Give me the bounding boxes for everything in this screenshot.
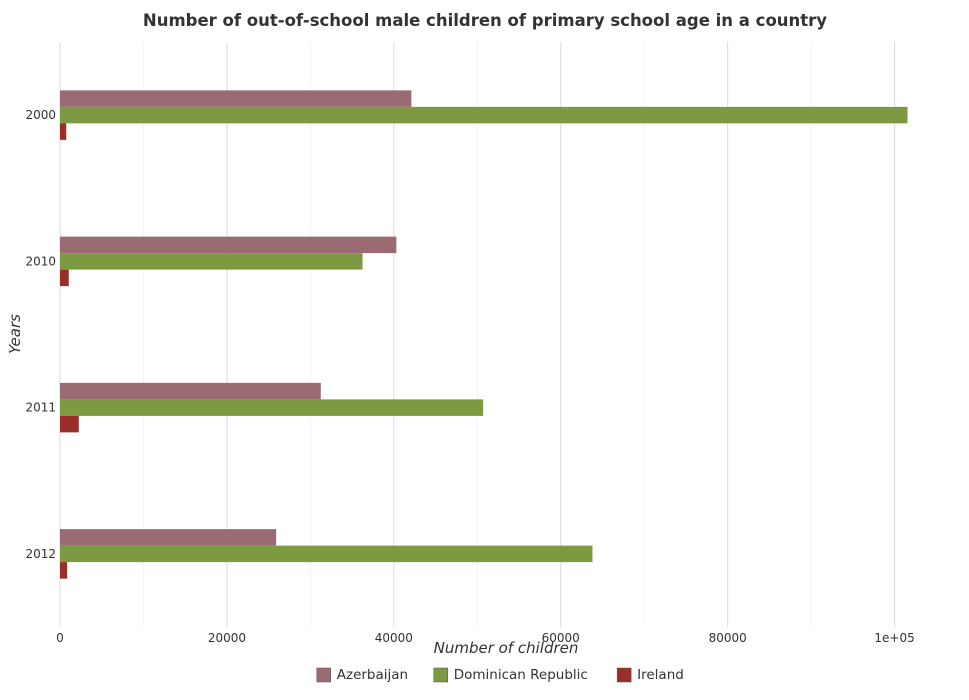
legend-item: Azerbaijan [316, 667, 408, 683]
x-tick-labels: 0 20000 40000 60000 80000 1e+05 [56, 631, 915, 645]
bar-dominican-republic-2010 [60, 253, 363, 270]
y-tick-labels: 2000 2010 2011 2012 [25, 108, 56, 561]
x-tick-label: 1e+05 [874, 631, 914, 645]
legend-swatch [433, 667, 448, 683]
bar-azerbaijan-2011 [60, 382, 321, 400]
legend-label: Azerbaijan [337, 667, 408, 683]
bar-ireland-2010 [60, 269, 69, 287]
bar-azerbaijan-2000 [60, 90, 412, 107]
y-axis-label: Years [6, 314, 24, 354]
y-tick-label: 2010 [25, 254, 56, 268]
bar-azerbaijan-2010 [60, 236, 397, 254]
legend-swatch [616, 667, 632, 683]
chart-title: Number of out-of-school male children of… [143, 11, 827, 30]
x-tick-label: 80000 [709, 631, 747, 645]
bar-dominican-republic-2011 [60, 399, 484, 416]
legend-label: Dominican Republic [454, 667, 588, 683]
y-tick-label: 2011 [25, 401, 56, 415]
x-tick-label: 60000 [542, 631, 580, 645]
x-tick-label: 20000 [208, 631, 246, 645]
bar-azerbaijan-2012 [60, 529, 277, 546]
bar-ireland-2012 [60, 562, 68, 579]
bar-ireland-2011 [60, 415, 79, 433]
bars [60, 90, 908, 579]
bar-dominican-republic-2012 [60, 545, 593, 563]
legend-item: Dominican Republic [433, 667, 588, 683]
y-tick-label: 2000 [25, 108, 56, 122]
x-tick-label: 0 [56, 631, 64, 645]
legend-label: Ireland [637, 667, 684, 683]
legend-item: Ireland [616, 667, 684, 683]
x-axis-label: Number of children [434, 639, 579, 657]
x-tick-label: 40000 [375, 631, 413, 645]
legend: Azerbaijan Dominican Republic Ireland [316, 667, 684, 683]
y-tick-label: 2012 [25, 547, 56, 561]
bar-dominican-republic-2000 [60, 106, 908, 124]
legend-swatch [316, 667, 331, 683]
bar-ireland-2000 [60, 123, 67, 140]
gridlines [59, 42, 896, 627]
